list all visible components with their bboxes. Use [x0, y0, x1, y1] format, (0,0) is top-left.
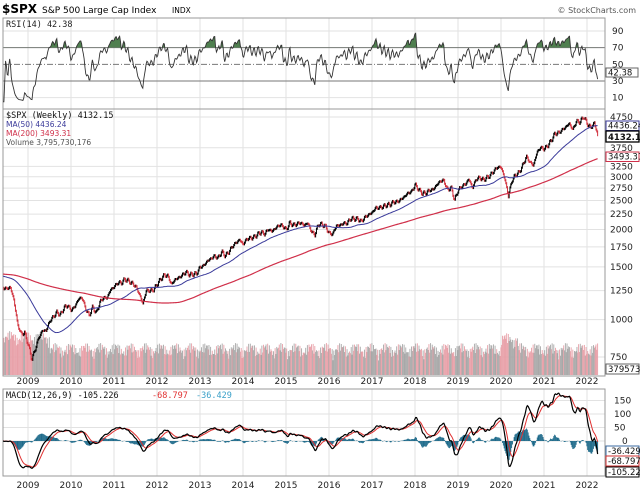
macd-tick-label: 100 — [614, 410, 631, 420]
year-tick-label: 2010 — [60, 377, 83, 387]
rsi-tick-label: 10 — [612, 94, 624, 104]
macd-legend-text: MACD(12,26,9) -105.226 — [6, 391, 119, 401]
macd-last-tag: -105.226 — [605, 466, 640, 478]
year-tick-label: 2021 — [533, 377, 556, 387]
svg-text:3795730: 3795730 — [608, 365, 640, 375]
rsi-line — [3, 32, 599, 103]
exchange: INDX — [172, 6, 191, 15]
year-tick-label: 2018 — [404, 377, 427, 387]
year-tick-label: 2017 — [361, 481, 384, 491]
rsi-overbought-fill — [49, 33, 583, 48]
ma50-line — [2, 125, 598, 334]
year-tick-label: 2015 — [275, 377, 298, 387]
price-tick-label: 3250 — [610, 162, 633, 172]
svg-text:42.38: 42.38 — [608, 69, 632, 79]
year-tick-label: 2013 — [189, 377, 212, 387]
price-tick-label: 1250 — [610, 287, 633, 297]
price-tick-label: 750 — [610, 353, 627, 363]
rsi-tick-label: 90 — [612, 27, 624, 37]
price-tick-label: 2750 — [610, 184, 633, 194]
price-last-tag: 4132.15 — [605, 130, 640, 143]
year-tick-label: 2014 — [232, 377, 255, 387]
signal-last-tag: -68.797 — [605, 455, 640, 467]
macd-tick-label: 0 — [622, 437, 628, 447]
signal-legend-text: -68.797 — [152, 391, 188, 401]
volume-bars — [3, 331, 599, 375]
axis-ticks: 2009 2009 2010 2010 2011 2011 2012 2012 2013 2013… — [17, 27, 634, 491]
svg-text:3493.31: 3493.31 — [608, 153, 640, 163]
rsi-tick-label: 50 — [612, 60, 624, 70]
rsi-series — [3, 32, 599, 103]
volume-last-tag: 3795730 — [605, 363, 640, 375]
year-tick-label: 2011 — [103, 481, 126, 491]
year-tick-label: 2022 — [576, 377, 599, 387]
svg-text:-68.797: -68.797 — [608, 457, 640, 467]
histogram-legend-text: -36.429 — [196, 391, 232, 401]
year-tick-label: 2013 — [189, 481, 212, 491]
svg-text:4132.15: 4132.15 — [608, 133, 640, 143]
index-name: S&P 500 Large Cap Index — [42, 6, 157, 16]
year-tick-label: 2009 — [17, 377, 40, 387]
price-series — [2, 116, 599, 361]
volume-legend: Volume 3,795,730,176 — [6, 138, 91, 147]
price-legend-text: $SPX (Weekly) 4132.15 — [6, 111, 113, 121]
year-tick-label: 2021 — [533, 481, 556, 491]
svg-text:-105.226: -105.226 — [608, 468, 640, 478]
histogram-last-tag: -36.429 — [605, 445, 640, 457]
ma50-legend: MA(50) 4436.24 — [6, 120, 67, 129]
macd-tick-label: 50 — [614, 424, 626, 434]
year-tick-label: 2014 — [232, 481, 255, 491]
ma50-last-tag: 4436.24 — [605, 120, 640, 132]
year-tick-label: 2012 — [146, 377, 169, 387]
svg-text:-36.429: -36.429 — [608, 447, 640, 457]
macd-panel — [2, 388, 606, 477]
year-tick-label: 2010 — [60, 481, 83, 491]
year-tick-label: 2017 — [361, 377, 384, 387]
rsi-legend-text: RSI(14) 42.38 — [6, 20, 73, 30]
year-tick-label: 2016 — [318, 377, 341, 387]
price-tick-label: 1500 — [610, 263, 633, 273]
price-tick-label: 2500 — [610, 196, 633, 206]
year-tick-label: 2011 — [103, 377, 126, 387]
price-tick-label: 1750 — [610, 243, 633, 253]
ma200-legend: MA(200) 3493.31 — [6, 129, 71, 138]
rsi-tick-label: 30 — [612, 77, 624, 87]
price-tick-label: 3000 — [610, 173, 633, 183]
ma200-last-tag: 3493.31 — [605, 151, 640, 163]
price-panel — [2, 108, 606, 377]
year-tick-label: 2019 — [447, 481, 470, 491]
year-tick-label: 2020 — [490, 377, 513, 387]
year-tick-label: 2015 — [275, 481, 298, 491]
year-tick-label: 2018 — [404, 481, 427, 491]
price-tick-label: 2000 — [610, 225, 633, 235]
year-tick-label: 2016 — [318, 481, 341, 491]
year-tick-label: 2012 — [146, 481, 169, 491]
rsi-last-tag: 42.38 — [605, 67, 639, 79]
year-tick-label: 2009 — [17, 481, 40, 491]
price-tick-label: 1000 — [610, 316, 633, 326]
gridlines — [3, 18, 605, 476]
price-tick-label: 4750 — [610, 113, 633, 123]
macd-line — [2, 392, 599, 470]
macd-legend: MACD(12,26,9) -105.226 -68.797 -36.429 — [6, 391, 232, 401]
macd-tick-label: 150 — [614, 397, 631, 407]
year-tick-label: 2020 — [490, 481, 513, 491]
symbol: $SPX — [2, 2, 38, 16]
rsi-legend: RSI(14) 42.38 — [6, 20, 73, 30]
svg-text:4436.24: 4436.24 — [608, 122, 640, 132]
price-tick-label: 2250 — [610, 210, 633, 220]
year-tick-label: 2022 — [576, 481, 599, 491]
price-tick-label: 3750 — [610, 144, 633, 154]
macd-series — [2, 392, 599, 470]
copyright[interactable]: © StockCharts.com — [558, 6, 637, 15]
rsi-tick-label: 70 — [612, 44, 624, 54]
year-tick-label: 2019 — [447, 377, 470, 387]
ma200-line — [3, 158, 598, 304]
price-legend: $SPX (Weekly) 4132.15 MA(50) 4436.24 MA(… — [6, 111, 113, 147]
